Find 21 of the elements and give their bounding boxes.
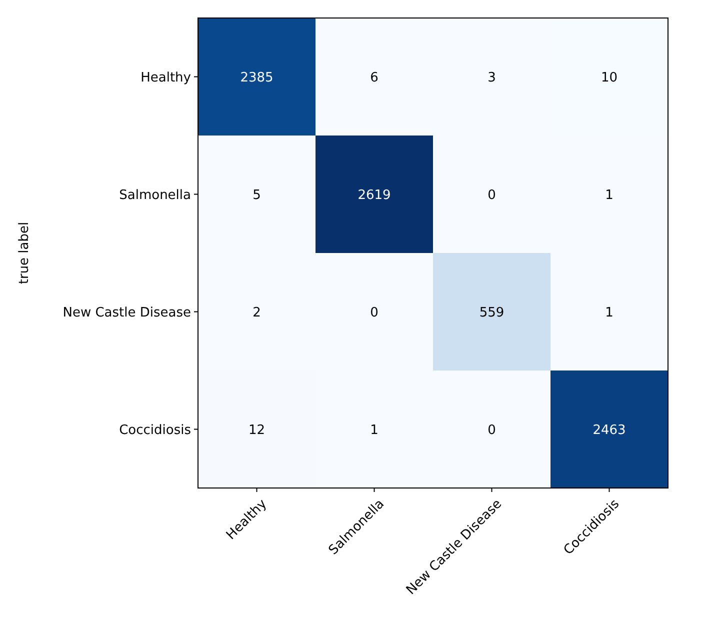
data-label: 12 bbox=[248, 422, 266, 438]
data-label: 2619 bbox=[358, 188, 391, 203]
y-tick-label: Healthy bbox=[140, 70, 192, 86]
data-label: 0 bbox=[488, 422, 496, 438]
data-label: 1 bbox=[605, 305, 614, 320]
y-tick-label: New Castle Disease bbox=[62, 305, 191, 320]
data-label: 6 bbox=[370, 70, 378, 86]
data-label: 5 bbox=[252, 188, 261, 203]
data-label: 2385 bbox=[240, 70, 274, 86]
y-axis-title: true label bbox=[17, 222, 32, 284]
data-label: 0 bbox=[370, 305, 378, 320]
y-tick-label: Coccidiosis bbox=[119, 422, 192, 438]
data-label: 1 bbox=[370, 422, 378, 438]
data-label: 1 bbox=[605, 188, 614, 203]
data-label: 0 bbox=[488, 188, 496, 203]
data-label: 3 bbox=[488, 70, 496, 86]
data-label: 2463 bbox=[592, 422, 626, 438]
data-label: 2 bbox=[252, 305, 261, 320]
data-label: 10 bbox=[600, 70, 618, 86]
data-label: 559 bbox=[479, 305, 504, 320]
y-tick-label: Salmonella bbox=[119, 188, 191, 203]
